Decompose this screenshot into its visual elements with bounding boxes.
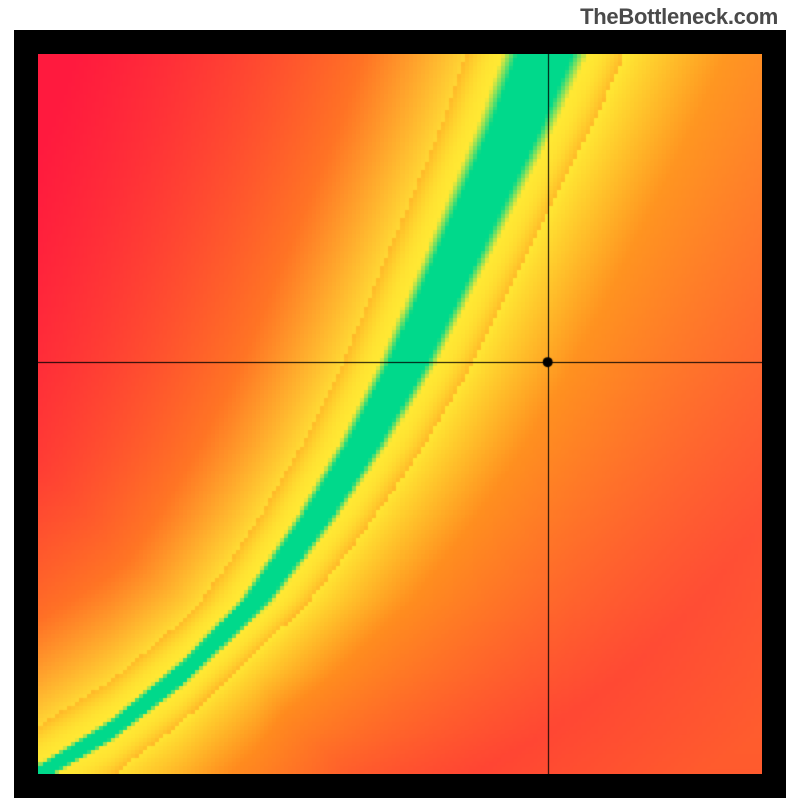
page-root: TheBottleneck.com (0, 0, 800, 800)
bottleneck-heatmap (38, 54, 762, 774)
watermark-text: TheBottleneck.com (580, 4, 778, 30)
